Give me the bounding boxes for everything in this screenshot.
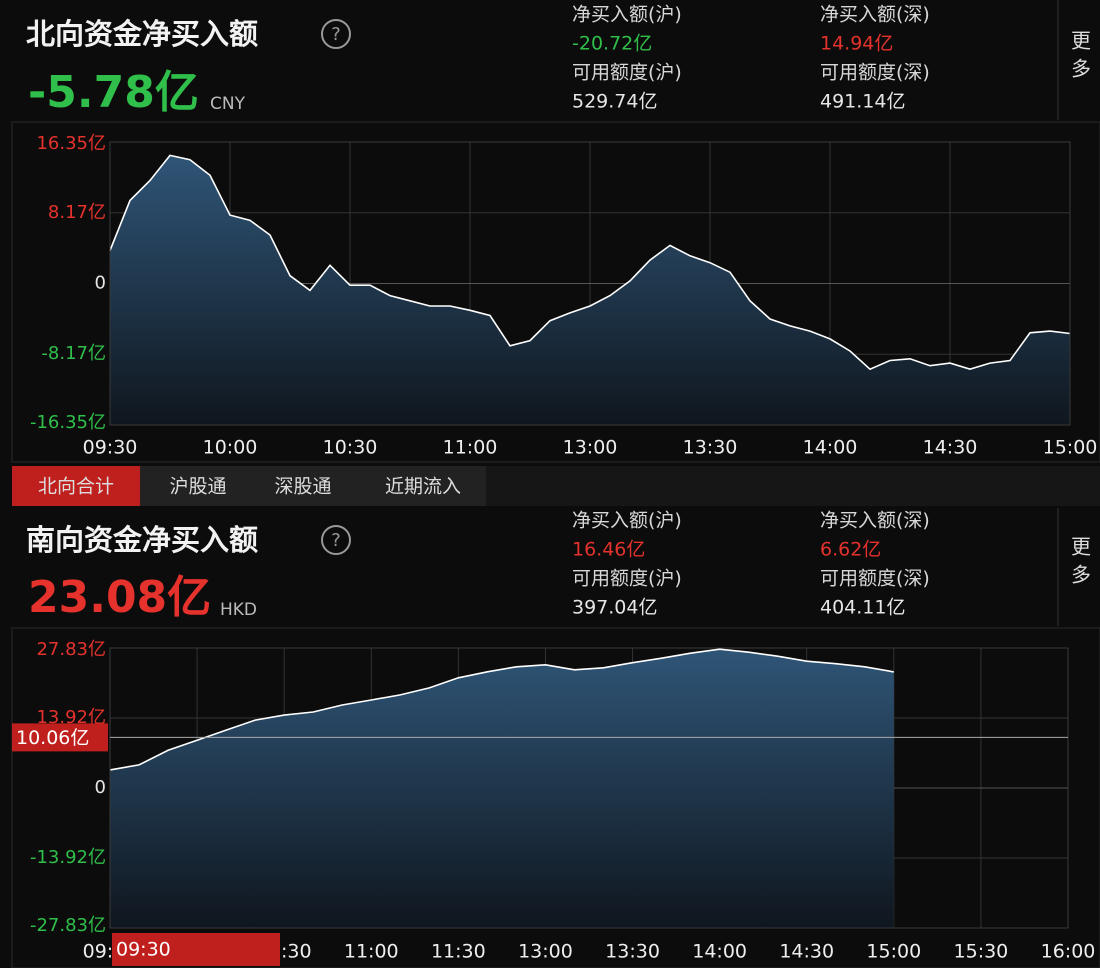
- y-tick-label: -16.35亿: [30, 412, 106, 433]
- x-tick-label: 11:30: [431, 941, 486, 963]
- x-tick-label: 15:00: [1043, 437, 1098, 459]
- tab[interactable]: 北向合计: [38, 476, 114, 498]
- more-button[interactable]: 更多: [1068, 30, 1092, 86]
- stat-label: 可用额度(深): [820, 62, 930, 84]
- stat-value: 491.14亿: [820, 91, 905, 113]
- x-tick-label: 10:00: [203, 437, 258, 459]
- x-tick-label: 14:30: [923, 437, 978, 459]
- stat-label: 可用额度(沪): [572, 62, 682, 84]
- stat-label: 可用额度(沪): [572, 568, 682, 590]
- crosshair-x-box: [112, 933, 280, 966]
- title: 南向资金净买入额: [26, 523, 258, 557]
- x-tick-label: 11:00: [443, 437, 498, 459]
- stat-label: 净买入额(沪): [572, 4, 682, 26]
- help-icon[interactable]: [321, 525, 351, 555]
- stat-value: 397.04亿: [572, 597, 657, 619]
- x-tick-label: 10:30: [323, 437, 378, 459]
- tab[interactable]: 深股通: [274, 476, 331, 498]
- y-tick-label: 0: [95, 777, 106, 798]
- x-tick-label: 13:30: [605, 941, 660, 963]
- x-tick-label: 14:30: [779, 941, 834, 963]
- chart-panel: [11, 121, 1100, 463]
- stat-label: 可用额度(深): [820, 568, 930, 590]
- stat-value: 6.62亿: [820, 539, 881, 561]
- x-tick-label: 14:00: [692, 941, 747, 963]
- stat-label: 净买入额(深): [820, 4, 930, 26]
- y-tick-label: 0: [95, 273, 106, 294]
- y-tick-label: 27.83亿: [36, 639, 106, 660]
- help-text[interactable]: ?: [331, 530, 341, 551]
- crosshair-y-label: 10.06亿: [16, 727, 89, 749]
- stat-label: 净买入额(沪): [572, 510, 682, 532]
- y-tick-label: 16.35亿: [36, 133, 106, 154]
- x-tick-label: 14:00: [803, 437, 858, 459]
- stat-label: 净买入额(深): [820, 510, 930, 532]
- area: [110, 155, 1070, 425]
- y-tick-label: -27.83亿: [30, 915, 106, 936]
- area: [110, 649, 894, 928]
- net-value: 23.08亿: [28, 572, 211, 623]
- x-tick-label: 15:00: [866, 941, 921, 963]
- stat-value: 14.94亿: [820, 33, 893, 55]
- x-tick-label: 13:00: [563, 437, 618, 459]
- stat-value: -20.72亿: [572, 33, 652, 55]
- currency: CNY: [210, 94, 246, 114]
- x-tick-label: 15:30: [954, 941, 1009, 963]
- y-tick-label: 13.92亿: [36, 707, 106, 728]
- tab-bg: [140, 466, 486, 506]
- more-button[interactable]: 更多: [1068, 536, 1092, 592]
- x-tick-label: 11:00: [344, 941, 399, 963]
- x-tick-label: 13:00: [518, 941, 573, 963]
- stat-value: 529.74亿: [572, 91, 657, 113]
- currency: HKD: [220, 600, 257, 620]
- stat-value: 404.11亿: [820, 597, 905, 619]
- x-tick-label: 09:30: [83, 437, 138, 459]
- plot-border: [109, 141, 1071, 426]
- net-value: -5.78亿: [28, 67, 199, 118]
- plot-border: [109, 647, 1069, 929]
- y-tick-label: -13.92亿: [30, 847, 106, 868]
- y-tick-label: 8.17亿: [48, 202, 106, 223]
- crosshair-y-box: [12, 723, 108, 752]
- title: 北向资金净买入额: [26, 17, 258, 51]
- line: [109, 648, 894, 771]
- y-tick-label: -8.17亿: [41, 343, 106, 364]
- help-icon[interactable]: [321, 19, 351, 49]
- help-text[interactable]: ?: [331, 24, 341, 45]
- tab[interactable]: 近期流入: [385, 476, 461, 498]
- x-tick-label: 13:30: [683, 437, 738, 459]
- x-tick-label: 16:00: [1041, 941, 1096, 963]
- tab-active[interactable]: [12, 466, 140, 506]
- stat-value: 16.46亿: [572, 539, 645, 561]
- tab[interactable]: 沪股通: [169, 476, 226, 498]
- chart-panel: [11, 627, 1100, 968]
- crosshair-x-label: 09:30: [116, 939, 171, 961]
- line: [109, 154, 1071, 371]
